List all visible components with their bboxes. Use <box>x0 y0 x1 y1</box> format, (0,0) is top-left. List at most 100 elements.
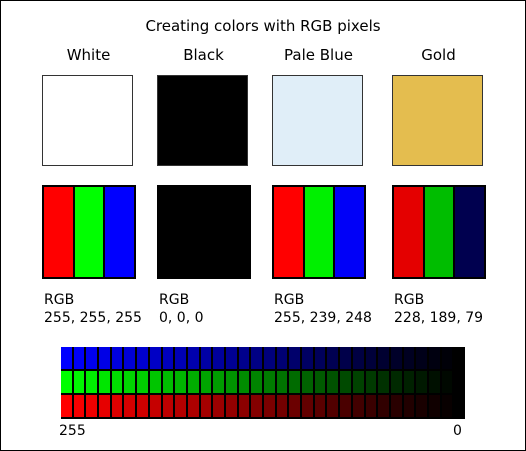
green-ramp-cell <box>251 371 262 393</box>
ramp-max-label: 255 <box>59 423 86 439</box>
blue-ramp-cell <box>111 347 123 369</box>
red-subpixel <box>44 187 73 277</box>
red-ramp-cell <box>416 395 427 417</box>
blue-ramp-cell <box>454 347 465 369</box>
blue-ramp-cell <box>403 347 415 369</box>
blue-ramp-cell <box>124 347 136 369</box>
green-ramp-cell <box>124 371 136 393</box>
blue-subpixel <box>103 187 135 277</box>
red-ramp-cell <box>365 395 377 417</box>
color-name: Pale Blue <box>284 46 353 64</box>
color-column-gold: Gold RGB 228, 189, 79 <box>392 1 502 341</box>
blue-ramp-cell <box>428 347 440 369</box>
green-ramp-cell <box>73 371 85 393</box>
blue-ramp-cell <box>340 347 351 369</box>
blue-ramp-cell <box>441 347 453 369</box>
blue-ramp-cell <box>416 347 427 369</box>
red-ramp-cell <box>200 395 212 417</box>
rgb-label: RGB <box>159 292 190 308</box>
red-ramp-cell <box>289 395 301 417</box>
green-subpixel <box>422 187 454 277</box>
red-ramp-cell <box>302 395 313 417</box>
intensity-ramp <box>61 347 465 419</box>
green-ramp-cell <box>213 371 224 393</box>
green-ramp-cell <box>111 371 123 393</box>
blue-ramp-cell <box>390 347 402 369</box>
rgb-value: 0, 0, 0 <box>159 310 204 326</box>
rgb-pixel <box>42 185 136 279</box>
green-ramp-row <box>61 371 465 393</box>
rgb-label: RGB <box>274 292 305 308</box>
color-swatch <box>272 75 363 166</box>
red-subpixel <box>159 187 188 277</box>
blue-subpixel <box>453 187 485 277</box>
red-subpixel <box>274 187 303 277</box>
red-ramp-cell <box>251 395 262 417</box>
blue-ramp-cell <box>86 347 98 369</box>
diagram-title: Creating colors with RGB pixels <box>145 17 381 35</box>
green-ramp-cell <box>99 371 110 393</box>
color-column-pale-blue: Pale Blue RGB 255, 239, 248 <box>272 1 382 341</box>
red-ramp-cell <box>403 395 415 417</box>
green-ramp-cell <box>200 371 212 393</box>
red-ramp-cell <box>61 395 72 417</box>
red-ramp-cell <box>187 395 199 417</box>
ramp-min-label: 0 <box>453 423 462 439</box>
red-ramp-cell <box>238 395 250 417</box>
blue-subpixel <box>218 187 250 277</box>
red-ramp-cell <box>73 395 85 417</box>
blue-ramp-cell <box>73 347 85 369</box>
blue-ramp-cell <box>213 347 224 369</box>
green-ramp-cell <box>225 371 237 393</box>
green-ramp-cell <box>276 371 288 393</box>
color-name: Black <box>183 46 224 64</box>
blue-ramp-cell <box>162 347 174 369</box>
blue-ramp-cell <box>225 347 237 369</box>
green-ramp-cell <box>289 371 301 393</box>
green-ramp-cell <box>378 371 389 393</box>
color-column-black: Black RGB 0, 0, 0 <box>157 1 267 341</box>
rgb-pixel <box>157 185 251 279</box>
red-ramp-cell <box>225 395 237 417</box>
red-ramp-cell <box>441 395 453 417</box>
color-name: White <box>66 46 111 64</box>
green-ramp-cell <box>302 371 313 393</box>
red-ramp-cell <box>111 395 123 417</box>
green-ramp-cell <box>340 371 351 393</box>
blue-ramp-cell <box>352 347 364 369</box>
red-ramp-cell <box>327 395 339 417</box>
green-ramp-cell <box>428 371 440 393</box>
red-ramp-row <box>61 395 465 417</box>
rgb-label: RGB <box>394 292 425 308</box>
color-swatch <box>42 75 133 166</box>
blue-subpixel <box>333 187 365 277</box>
blue-ramp-cell <box>200 347 212 369</box>
blue-ramp-cell <box>289 347 301 369</box>
red-ramp-cell <box>162 395 174 417</box>
rgb-pixel <box>392 185 486 279</box>
red-ramp-cell <box>276 395 288 417</box>
red-ramp-cell <box>264 395 275 417</box>
red-ramp-cell <box>137 395 148 417</box>
green-ramp-cell <box>314 371 326 393</box>
blue-ramp-cell <box>365 347 377 369</box>
green-ramp-cell <box>86 371 98 393</box>
red-ramp-cell <box>124 395 136 417</box>
green-ramp-cell <box>352 371 364 393</box>
blue-ramp-cell <box>187 347 199 369</box>
green-subpixel <box>72 187 104 277</box>
red-ramp-cell <box>213 395 224 417</box>
green-ramp-cell <box>162 371 174 393</box>
green-subpixel <box>187 187 219 277</box>
green-ramp-cell <box>187 371 199 393</box>
red-ramp-cell <box>99 395 110 417</box>
blue-ramp-cell <box>137 347 148 369</box>
green-ramp-cell <box>390 371 402 393</box>
red-ramp-cell <box>340 395 351 417</box>
red-ramp-cell <box>314 395 326 417</box>
red-ramp-cell <box>390 395 402 417</box>
green-subpixel <box>302 187 334 277</box>
green-ramp-cell <box>264 371 275 393</box>
green-ramp-cell <box>149 371 161 393</box>
